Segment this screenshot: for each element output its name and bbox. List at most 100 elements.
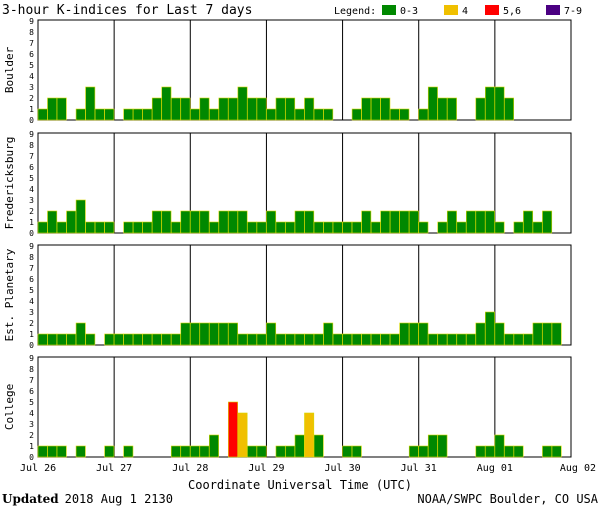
k-index-bar: [494, 322, 505, 346]
panel-y-ticks: 0 1 2 3 4 5 6 7 8 9: [29, 17, 34, 125]
k-index-bar: [361, 97, 372, 121]
k-index-bar: [294, 434, 305, 458]
k-index-bar: [513, 445, 524, 458]
k-index-bar: [542, 210, 553, 234]
k-index-bar: [189, 108, 200, 121]
k-index-bar: [37, 445, 48, 458]
k-index-bar: [551, 322, 562, 346]
k-index-bar: [437, 333, 448, 346]
k-index-bar: [323, 322, 334, 346]
k-index-bar: [123, 108, 134, 121]
k-index-bar: [294, 108, 305, 121]
k-index-bar: [437, 97, 448, 121]
k-index-bar: [342, 445, 353, 458]
legend-swatch-7-9: [546, 5, 560, 15]
y-tick-label: 3: [29, 420, 34, 429]
k-index-bar: [446, 97, 457, 121]
k-index-bar: [437, 221, 448, 234]
k-index-bar: [313, 434, 324, 458]
k-index-bar: [446, 210, 457, 234]
k-index-bar: [294, 210, 305, 234]
x-tick-label: Jul 31: [401, 463, 437, 474]
k-index-bar: [475, 445, 486, 458]
x-tick-label: Jul 30: [325, 463, 361, 474]
k-index-bar: [266, 322, 277, 346]
k-index-bar: [342, 333, 353, 346]
k-index-bar: [370, 221, 381, 234]
k-index-bar: [256, 97, 267, 121]
legend-entry-5-6: 5,6: [503, 6, 521, 17]
y-tick-label: 4: [29, 297, 34, 306]
k-index-bar: [456, 221, 467, 234]
k-index-bar: [180, 97, 191, 121]
y-tick-label: 5: [29, 398, 34, 407]
k-index-bar: [532, 322, 543, 346]
y-tick-label: 6: [29, 387, 34, 396]
x-tick-label: Aug 01: [477, 463, 513, 474]
k-index-bar: [94, 221, 105, 234]
k-index-bar: [47, 333, 58, 346]
y-tick-label: 3: [29, 83, 34, 92]
k-index-bar: [237, 333, 248, 346]
k-index-bar: [189, 322, 200, 346]
k-index-bar: [85, 221, 96, 234]
k-index-bar: [266, 108, 277, 121]
k-index-bar: [180, 322, 191, 346]
k-index-bar: [247, 445, 258, 458]
k-index-bar: [237, 412, 248, 458]
k-index-bar: [456, 333, 467, 346]
y-tick-label: 9: [29, 354, 34, 363]
panel-est-planetary: 0 1 2 3 4 5 6 7 8 9 Est. Planetary: [3, 242, 572, 350]
k-index-bar: [151, 210, 162, 234]
k-index-bar: [494, 434, 505, 458]
k-index-bar: [228, 322, 238, 346]
k-index-bar: [304, 412, 315, 458]
k-index-bar: [427, 333, 438, 346]
legend-swatch-5-6: [485, 5, 499, 15]
k-index-bar: [504, 97, 515, 121]
k-index-bar: [104, 445, 115, 458]
updated-value: 2018 Aug 1 2130: [65, 492, 173, 506]
k-index-bar: [228, 210, 238, 234]
k-index-bar: [151, 97, 162, 121]
k-index-bar: [361, 210, 372, 234]
panel-label: College: [3, 384, 16, 430]
y-tick-label: 5: [29, 61, 34, 70]
k-index-bar: [361, 333, 372, 346]
k-index-bar: [294, 333, 305, 346]
k-index-bar: [132, 108, 143, 121]
k-index-bar: [304, 97, 315, 121]
y-tick-label: 2: [29, 207, 34, 216]
k-index-bar: [142, 108, 153, 121]
k-index-bar: [485, 86, 495, 121]
k-index-bar: [170, 97, 181, 121]
k-index-bar: [228, 97, 238, 121]
k-index-bar: [180, 445, 191, 458]
k-index-bar: [418, 221, 429, 234]
k-index-bar: [218, 322, 229, 346]
k-index-bar: [218, 210, 229, 234]
k-index-bar: [408, 322, 419, 346]
y-tick-label: 8: [29, 365, 34, 374]
k-index-bar: [123, 333, 134, 346]
legend-label: Legend:: [334, 6, 376, 17]
k-index-bar: [199, 445, 210, 458]
k-index-bar: [104, 221, 115, 234]
y-tick-label: 2: [29, 431, 34, 440]
k-index-bar: [275, 97, 286, 121]
k-index-bar: [332, 221, 343, 234]
panel-bars: [37, 86, 515, 121]
x-tick-label: Jul 27: [96, 463, 132, 474]
k-index-bar: [209, 108, 219, 121]
k-index-bar: [75, 322, 86, 346]
k-index-bar: [427, 434, 438, 458]
y-tick-label: 3: [29, 196, 34, 205]
k-index-bar: [523, 210, 534, 234]
k-index-bar: [542, 445, 553, 458]
k-index-bar: [370, 97, 381, 121]
k-index-bar: [47, 210, 58, 234]
k-index-bar: [523, 333, 534, 346]
y-tick-label: 1: [29, 330, 34, 339]
k-index-bar: [85, 333, 96, 346]
